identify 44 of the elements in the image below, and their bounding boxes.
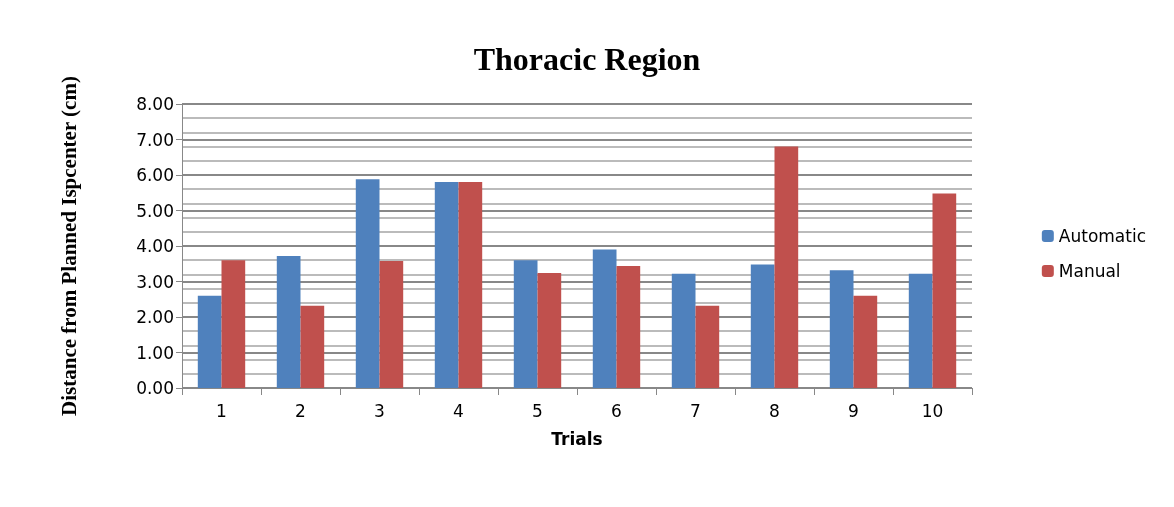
bar bbox=[671, 273, 696, 388]
x-tick-label: 4 bbox=[453, 400, 464, 421]
y-tick-label: 2.00 bbox=[136, 307, 174, 327]
legend-label: Manual bbox=[1058, 261, 1121, 281]
x-tick-label: 5 bbox=[532, 400, 543, 421]
y-tick-label: 8.00 bbox=[136, 94, 174, 114]
bar bbox=[513, 260, 538, 388]
y-tick-label: 3.00 bbox=[136, 271, 174, 292]
bar bbox=[592, 249, 617, 388]
x-tick-label: 10 bbox=[921, 400, 944, 421]
bar bbox=[616, 265, 641, 388]
bar bbox=[276, 255, 301, 388]
bar bbox=[379, 260, 404, 388]
bar bbox=[750, 264, 775, 388]
x-tick-label: 3 bbox=[374, 400, 385, 421]
bar bbox=[458, 182, 483, 388]
y-tick-label: 7.00 bbox=[136, 129, 174, 150]
bar bbox=[434, 182, 459, 388]
x-tick-label: 2 bbox=[295, 400, 306, 421]
chart-title: Thoracic Region bbox=[473, 41, 701, 77]
x-tick-label: 8 bbox=[769, 400, 780, 421]
y-tick-label: 1.00 bbox=[136, 342, 174, 363]
bar bbox=[932, 193, 957, 388]
bar bbox=[300, 305, 325, 388]
bar bbox=[853, 295, 878, 388]
bar bbox=[197, 295, 222, 388]
y-tick-label: 5.00 bbox=[136, 200, 174, 221]
bar bbox=[695, 305, 720, 388]
y-axis-title: Distance from Planned Ispcenter (cm) bbox=[57, 76, 81, 416]
y-tick-label: 4.00 bbox=[136, 236, 174, 256]
bar bbox=[774, 146, 799, 388]
y-tick-label: 6.00 bbox=[136, 165, 174, 185]
bar bbox=[908, 273, 933, 388]
x-axis-title: Trials bbox=[551, 428, 603, 449]
bar bbox=[221, 260, 246, 388]
x-tick-label: 6 bbox=[611, 400, 622, 421]
bar bbox=[829, 270, 854, 388]
bar bbox=[537, 272, 562, 388]
legend-label: Automatic bbox=[1058, 226, 1146, 246]
x-tick-label: 7 bbox=[690, 400, 701, 421]
bar bbox=[355, 179, 380, 388]
x-tick-label: 9 bbox=[848, 400, 859, 421]
y-tick-label: 0.00 bbox=[136, 378, 174, 398]
x-tick-label: 1 bbox=[216, 400, 227, 421]
